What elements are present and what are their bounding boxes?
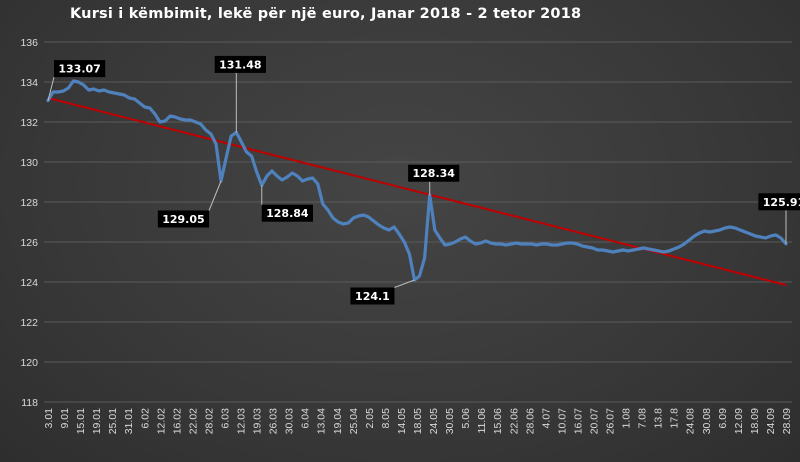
x-tick-label: 2.05 (364, 408, 376, 429)
y-tick-label: 126 (20, 237, 38, 249)
data-label-box (214, 55, 266, 73)
x-tick-label: 15.01 (75, 408, 87, 434)
x-tick-label: 30.08 (701, 408, 713, 434)
x-tick-label: 30.05 (444, 408, 456, 434)
data-label-box (261, 204, 313, 222)
x-tick-label: 24.08 (685, 408, 697, 434)
x-tick-label: 13.8 (653, 408, 665, 429)
x-tick-label: 26.07 (605, 408, 617, 434)
x-tick-label: 16.02 (171, 408, 183, 434)
x-tick-label: 24.05 (428, 408, 440, 434)
trend-line (47, 97, 787, 286)
x-tick-label: 18.09 (749, 408, 761, 434)
y-tick-label: 134 (20, 77, 38, 89)
x-tick-label: 10.07 (556, 408, 568, 434)
chart-title: Kursi i këmbimit, lekë për një euro, Jan… (70, 6, 582, 22)
data-label-leader (47, 76, 55, 101)
x-tick-label: 17.8 (669, 408, 681, 429)
y-tick-label: 136 (20, 37, 38, 49)
data-label-box (408, 164, 460, 182)
data-label: 133.07 (58, 63, 100, 76)
series-line (46, 79, 788, 282)
x-tick-label: 22.02 (187, 408, 199, 434)
data-label: 129.05 (162, 213, 204, 226)
x-tick-label: 12.02 (155, 408, 167, 434)
x-tick-label: 20.07 (588, 408, 600, 434)
data-label-box (157, 210, 210, 228)
x-tick-label: 28.02 (203, 408, 215, 434)
x-tick-label: 16.07 (572, 408, 584, 434)
x-tick-label: 28.06 (524, 408, 536, 434)
x-tick-label: 1.08 (621, 408, 633, 429)
y-tick-label: 128 (20, 197, 38, 209)
x-tick-label: 26.03 (268, 408, 280, 434)
x-tick-label: 18.05 (412, 408, 424, 434)
data-label: 131.48 (219, 58, 261, 71)
data-label: 125.91 (763, 196, 800, 209)
x-tick-label: 3.01 (43, 408, 55, 429)
x-tick-label: 13.04 (316, 408, 328, 434)
x-tick-label: 12.09 (733, 408, 745, 434)
x-tick-label: 6.09 (717, 408, 729, 429)
y-tick-label: 132 (20, 117, 38, 129)
x-tick-label: 5.06 (460, 408, 472, 429)
x-tick-label: 30.03 (284, 408, 296, 434)
data-label: 128.34 (412, 167, 455, 180)
x-tick-label: 24.09 (765, 408, 777, 434)
y-tick-label: 130 (20, 157, 38, 169)
data-label-box (758, 193, 800, 211)
x-tick-label: 6.03 (219, 408, 231, 429)
y-tick-label: 120 (20, 357, 38, 369)
data-label: 128.84 (266, 207, 309, 220)
data-label-box (350, 287, 395, 305)
x-tick-label: 25.01 (107, 408, 119, 434)
x-tick-label: 6.02 (139, 408, 151, 429)
x-tick-label: 31.01 (123, 408, 135, 434)
data-label-box (54, 60, 106, 78)
x-tick-label: 19.04 (332, 408, 344, 434)
y-tick-label: 124 (20, 277, 38, 289)
x-tick-label: 25.04 (348, 408, 360, 434)
y-tick-label: 118 (21, 397, 38, 409)
data-label: 124.1 (355, 290, 390, 303)
x-tick-label: 19.03 (252, 408, 264, 434)
x-tick-label: 12.03 (236, 408, 248, 434)
x-tick-label: 9.01 (59, 408, 71, 429)
x-tick-label: 14.05 (396, 408, 408, 434)
x-tick-label: 8.05 (380, 408, 392, 429)
x-tick-label: 28.09 (781, 408, 793, 434)
x-tick-label: 4.07 (540, 408, 552, 429)
x-tick-label: 19.01 (91, 408, 103, 434)
x-tick-label: 6.04 (300, 408, 312, 429)
x-tick-label: 22.06 (508, 408, 520, 434)
x-tick-label: 15.06 (492, 408, 504, 434)
y-tick-label: 122 (20, 317, 38, 329)
x-tick-label: 7.08 (637, 408, 649, 429)
data-label-leader (208, 180, 222, 211)
data-label-leader (394, 279, 415, 288)
x-tick-label: 11.06 (476, 408, 488, 434)
